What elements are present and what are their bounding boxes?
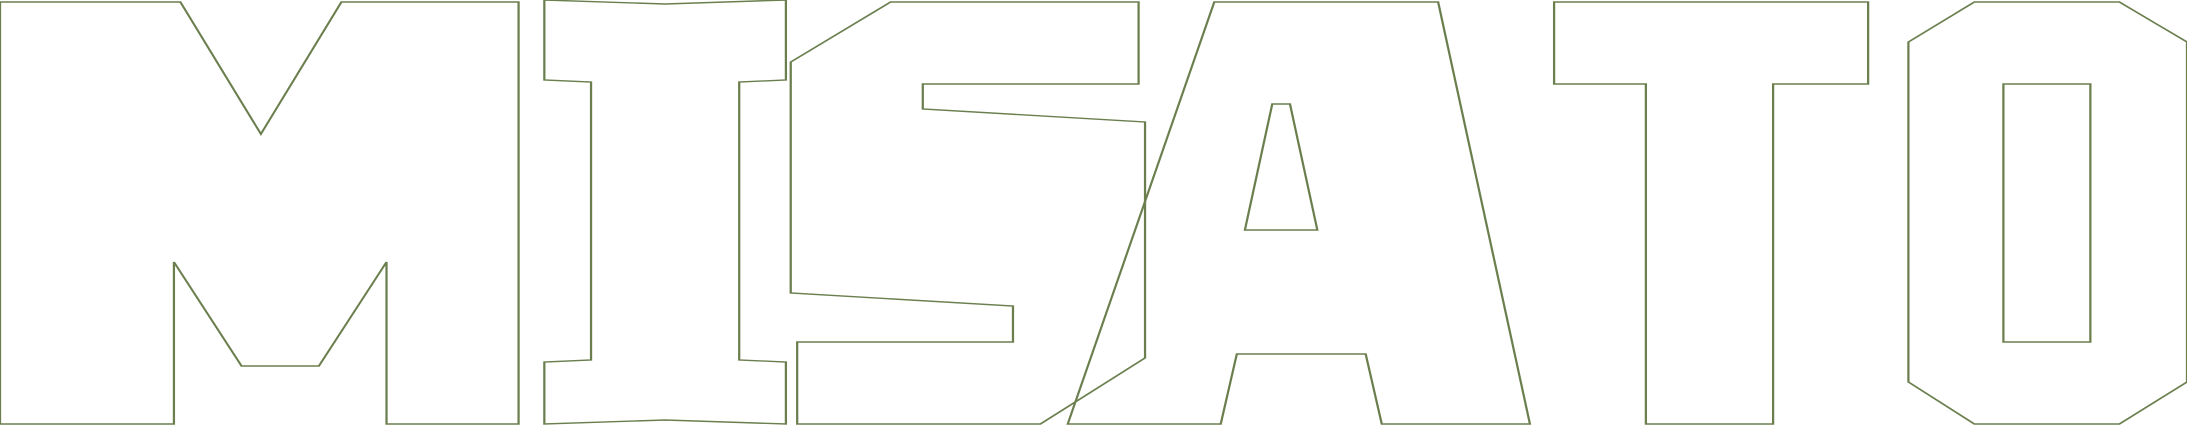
letter-o-outline <box>1907 1 2187 425</box>
letter-s-outline <box>789 1 1147 425</box>
letter-m-outline <box>0 1 520 425</box>
letter-t-outline <box>1552 1 1870 425</box>
letter-i-outline <box>543 0 788 425</box>
letter-a-outline <box>1066 1 1532 425</box>
